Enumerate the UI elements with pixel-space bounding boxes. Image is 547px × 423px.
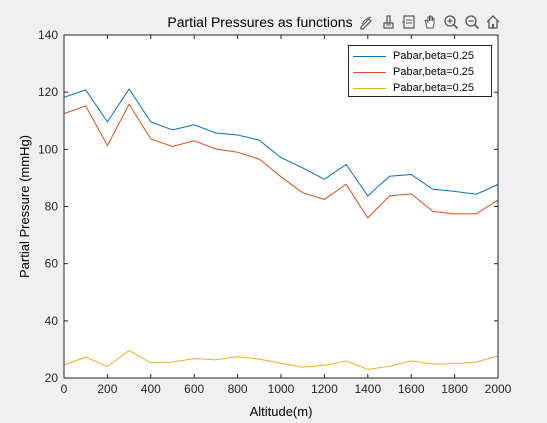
x-tick-label: 400: [141, 382, 161, 396]
series-line-1[interactable]: [63, 88, 499, 197]
y-tick-label: 80: [45, 200, 59, 214]
series-line-2[interactable]: [63, 103, 499, 219]
y-tick-label: 140: [38, 28, 58, 42]
x-tick-label: 1400: [354, 382, 381, 396]
series-layer: [63, 88, 499, 370]
legend-swatch: [353, 55, 386, 57]
legend-label: Pabar,beta=0.25: [393, 50, 475, 62]
axes-toolbar: [357, 10, 503, 34]
legend-label: Pabar,beta=0.25: [393, 66, 475, 78]
legend-entry[interactable]: Pabar,beta=0.25: [353, 80, 487, 96]
x-tick-label: 2000: [485, 382, 512, 396]
y-tick-label: 60: [45, 257, 59, 271]
restore-view-icon: [485, 14, 501, 30]
edit-plot-button[interactable]: [357, 11, 377, 33]
zoom-out-button[interactable]: [462, 11, 482, 33]
legend-label: Pabar,beta=0.25: [393, 82, 475, 94]
legend-swatch: [353, 71, 386, 73]
legend-entry[interactable]: Pabar,beta=0.25: [353, 48, 487, 64]
x-tick-label: 200: [97, 382, 117, 396]
y-tick-label: 20: [45, 371, 59, 385]
zoom-out-icon: [464, 14, 480, 30]
x-tick-label: 1000: [268, 382, 295, 396]
tick-layer: 0 200 400 600 800 1000 1200 1400 1600 1800 2000 20 4…: [38, 28, 512, 396]
x-tick-label: 1600: [398, 382, 425, 396]
x-tick-label: 800: [228, 382, 248, 396]
y-tick-label: 100: [38, 142, 58, 156]
x-tick-label: 600: [184, 382, 204, 396]
y-axis-label: Partial Pressure (mmHg): [17, 135, 32, 278]
y-tick-label: 40: [45, 314, 59, 328]
brush-button[interactable]: [378, 11, 398, 33]
y-tick-label: 120: [38, 85, 58, 99]
pan-button[interactable]: [420, 11, 440, 33]
pan-icon: [422, 14, 438, 30]
data-tips-icon: [401, 14, 417, 30]
brush-icon: [380, 14, 396, 30]
x-tick-label: 1200: [311, 382, 338, 396]
series-line-3[interactable]: [63, 350, 499, 370]
legend-entry[interactable]: Pabar,beta=0.25: [353, 64, 487, 80]
x-tick-label: 0: [61, 382, 68, 396]
zoom-in-icon: [443, 14, 459, 30]
zoom-in-button[interactable]: [441, 11, 461, 33]
legend-swatch: [353, 87, 386, 89]
data-tips-button[interactable]: [399, 11, 419, 33]
legend[interactable]: Pabar,beta=0.25 Pabar,beta=0.25 Pabar,beta…: [348, 45, 492, 97]
chart-title: Partial Pressures as functions of Altit: [167, 14, 394, 30]
x-tick-label: 1800: [441, 382, 468, 396]
edit-plot-icon: [359, 14, 375, 30]
restore-view-button[interactable]: [483, 11, 503, 33]
x-axis-label: Altitude(m): [250, 404, 313, 419]
